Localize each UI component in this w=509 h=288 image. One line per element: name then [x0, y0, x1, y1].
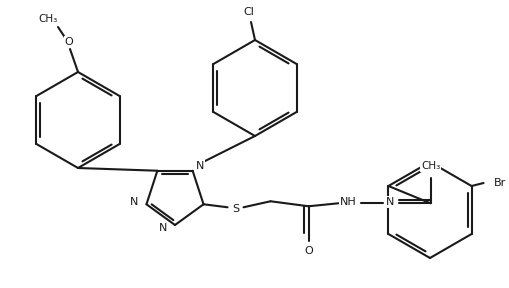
Text: O: O — [65, 37, 73, 47]
Text: O: O — [303, 246, 313, 256]
Text: S: S — [232, 204, 239, 214]
Text: N: N — [195, 161, 204, 171]
Text: CH₃: CH₃ — [38, 14, 58, 24]
Text: NH: NH — [340, 197, 356, 207]
Text: N: N — [130, 197, 138, 207]
Text: CH₃: CH₃ — [420, 161, 439, 171]
Text: Cl: Cl — [243, 7, 254, 17]
Text: Br: Br — [493, 178, 505, 188]
Text: N: N — [386, 197, 394, 207]
Text: N: N — [158, 223, 167, 233]
